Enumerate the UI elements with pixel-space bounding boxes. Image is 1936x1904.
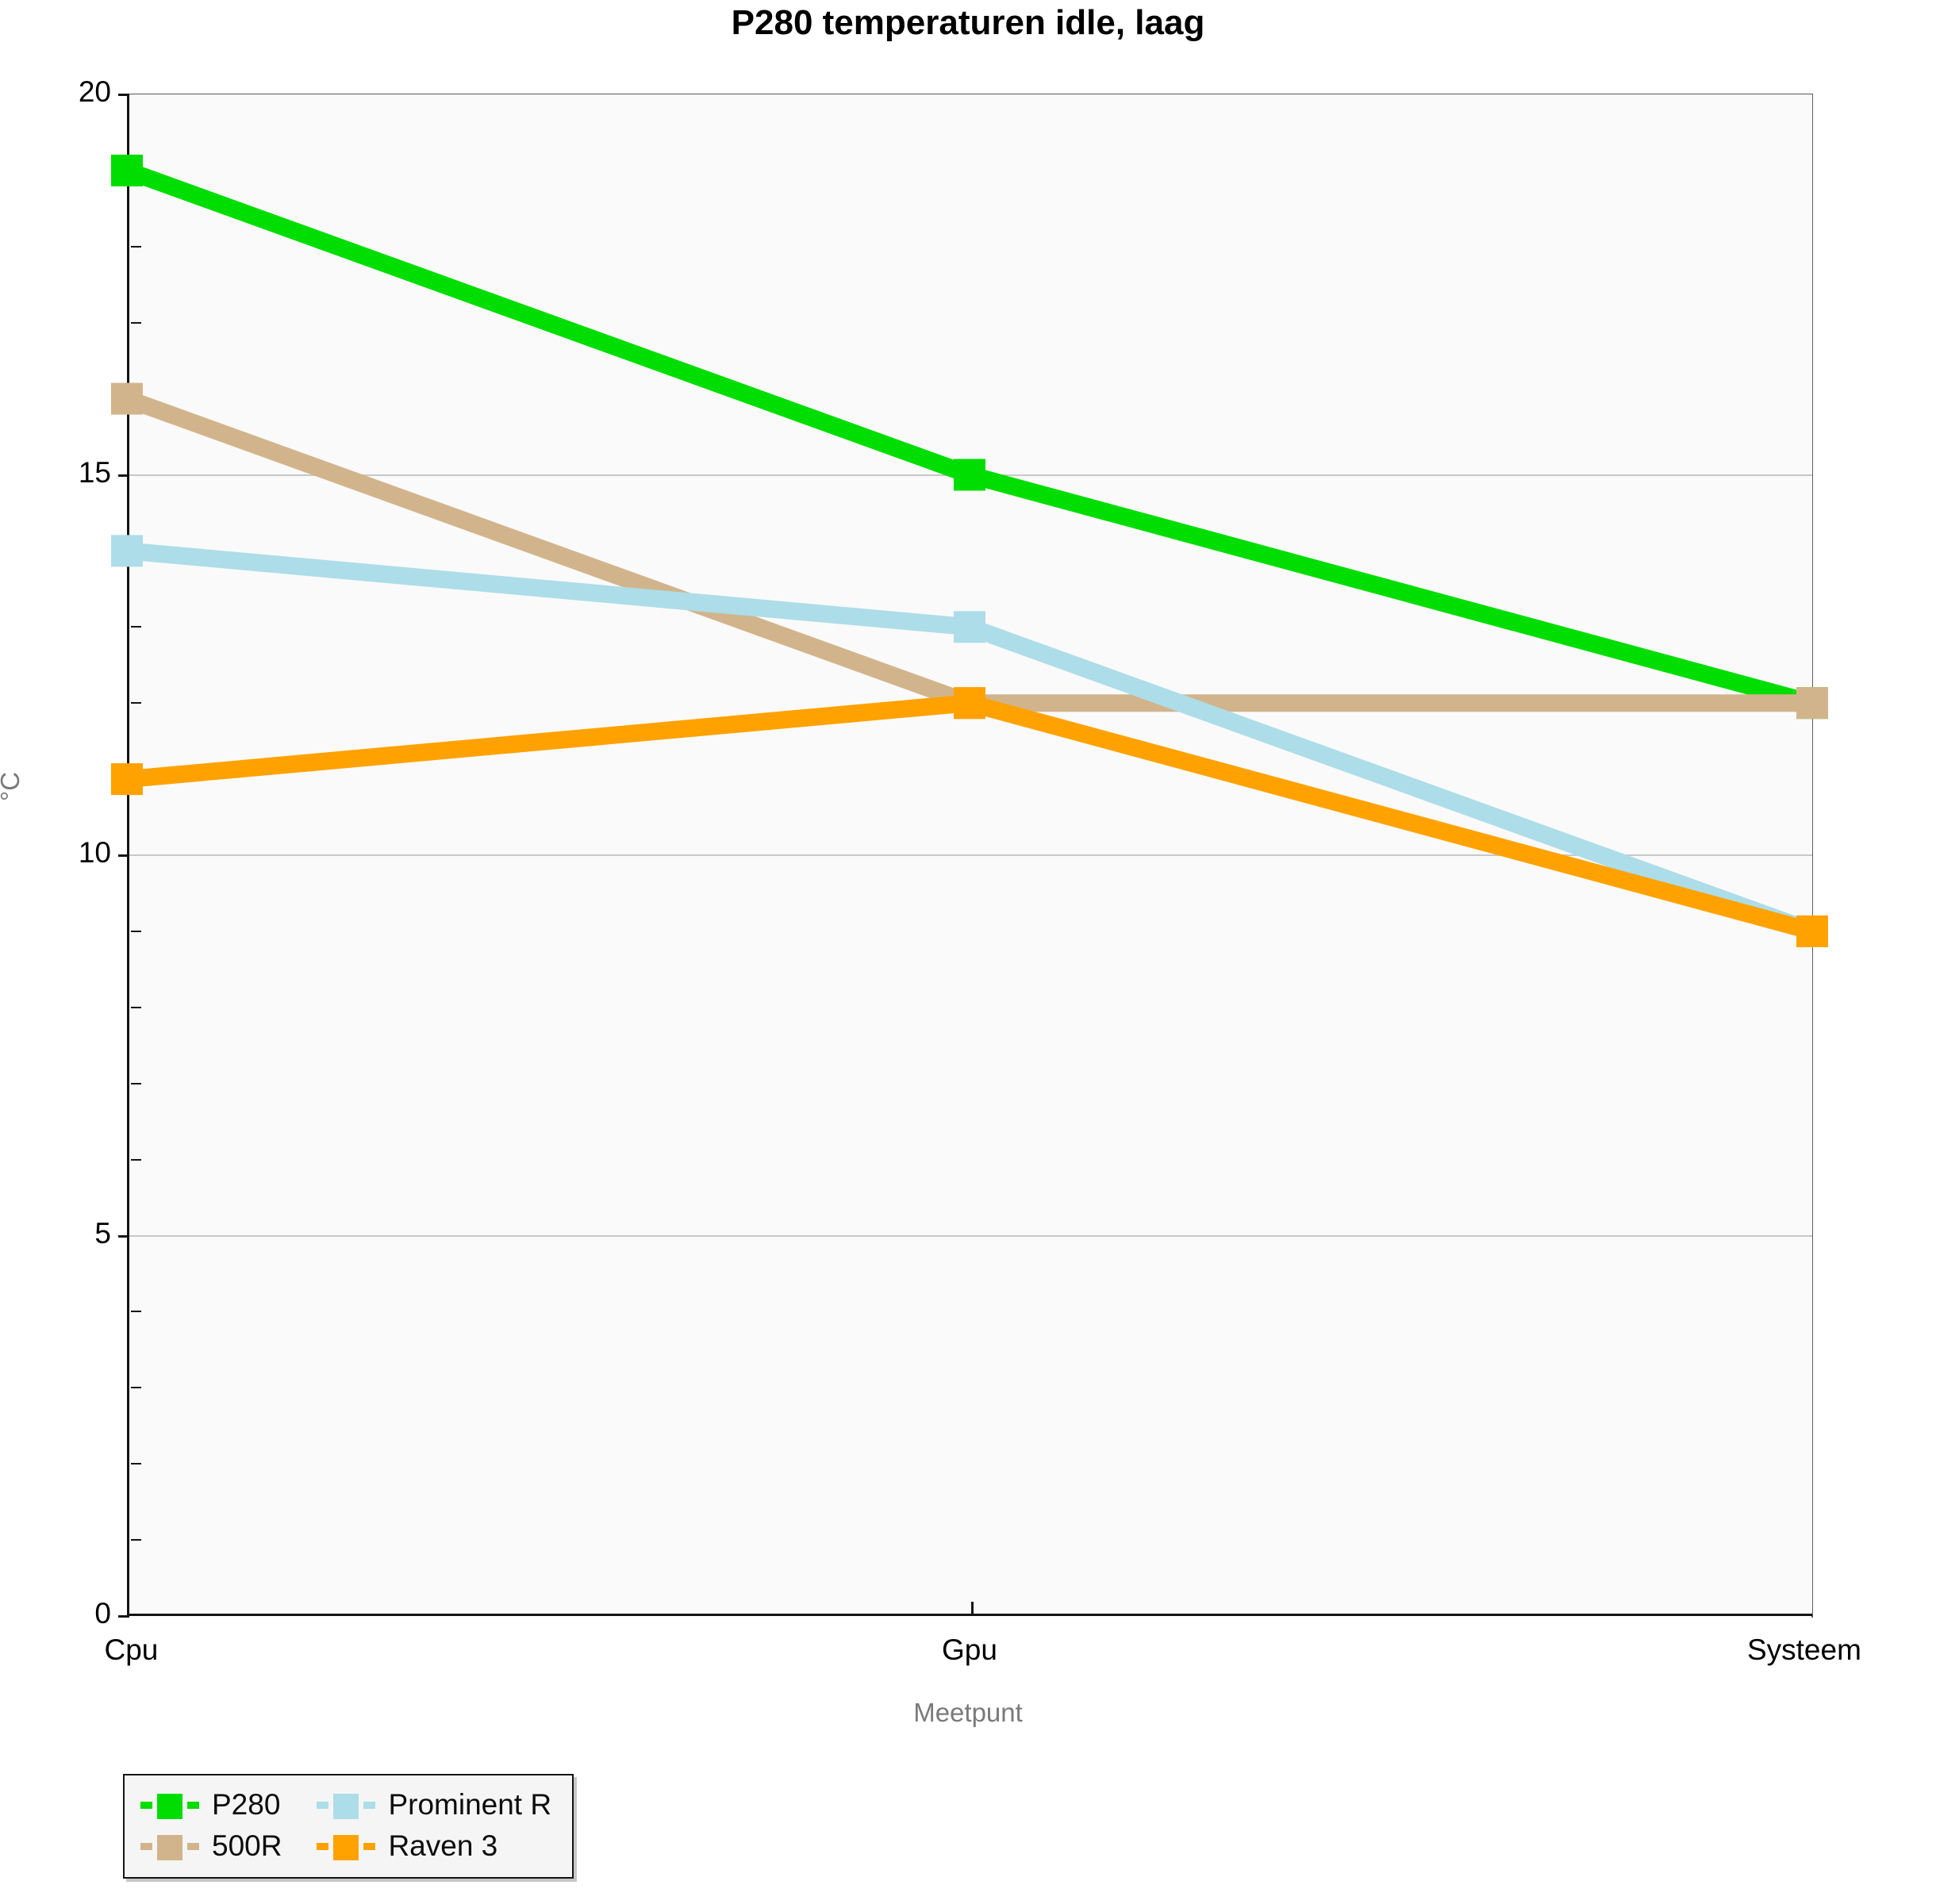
x-tick-label: Gpu	[942, 1633, 997, 1666]
x-tick-label: Cpu	[104, 1633, 159, 1666]
y-tick-minor	[131, 321, 141, 324]
y-tick-minor	[131, 930, 141, 932]
y-tick-minor	[131, 1387, 141, 1389]
legend-swatch-icon	[317, 1833, 376, 1860]
y-tick-minor	[131, 702, 141, 704]
legend-swatch-icon	[140, 1833, 199, 1860]
legend-item[interactable]: P280	[140, 1788, 282, 1821]
chart-legend: P280 Prominent R 500R Raven 3	[123, 1774, 574, 1879]
y-tick-minor	[131, 397, 141, 400]
y-tick-minor	[131, 245, 141, 248]
x-axis-title: Meetpunt	[913, 1698, 1023, 1727]
y-tick-major	[118, 854, 129, 857]
legend-swatch-icon	[140, 1791, 199, 1819]
y-tick-label: 15	[78, 455, 111, 489]
y-tick-minor	[131, 1082, 141, 1084]
plot-area	[118, 94, 1812, 1618]
y-tick-minor	[131, 1463, 141, 1465]
legend-item[interactable]: 500R	[140, 1829, 282, 1863]
y-tick-minor	[131, 169, 141, 171]
gridline	[129, 474, 1812, 476]
y-tick-major	[118, 1615, 129, 1618]
legend-item[interactable]: Raven 3	[317, 1829, 551, 1863]
y-tick-label: 5	[94, 1216, 111, 1250]
x-tick	[971, 1602, 974, 1616]
x-tick-label: Systeem	[1746, 1633, 1861, 1666]
y-tick-minor	[131, 1158, 141, 1161]
legend-item-label: Raven 3	[388, 1829, 498, 1862]
gridline	[129, 854, 1812, 856]
legend-item-label: Prominent R	[388, 1788, 552, 1821]
legend-swatch-icon	[317, 1791, 376, 1819]
y-tick-label: 10	[78, 836, 111, 869]
y-tick-major	[118, 1234, 129, 1238]
page-title: P280 temperaturen idle, laag	[731, 3, 1205, 42]
y-tick-minor	[131, 626, 141, 628]
y-tick-minor	[131, 1006, 141, 1008]
y-tick-minor	[131, 550, 141, 552]
y-tick-minor	[131, 1311, 141, 1313]
y-tick-label: 20	[78, 75, 111, 108]
legend-item[interactable]: Prominent R	[317, 1788, 551, 1821]
y-axis-title: °C	[0, 771, 25, 801]
y-tick-minor	[131, 1539, 141, 1541]
gridline	[129, 1234, 1812, 1237]
legend-item-label: 500R	[212, 1829, 282, 1862]
y-tick-major	[118, 94, 129, 96]
y-tick-label: 0	[94, 1597, 111, 1630]
y-tick-minor	[131, 778, 141, 781]
y-tick-major	[118, 474, 129, 477]
legend-item-label: P280	[212, 1788, 281, 1821]
